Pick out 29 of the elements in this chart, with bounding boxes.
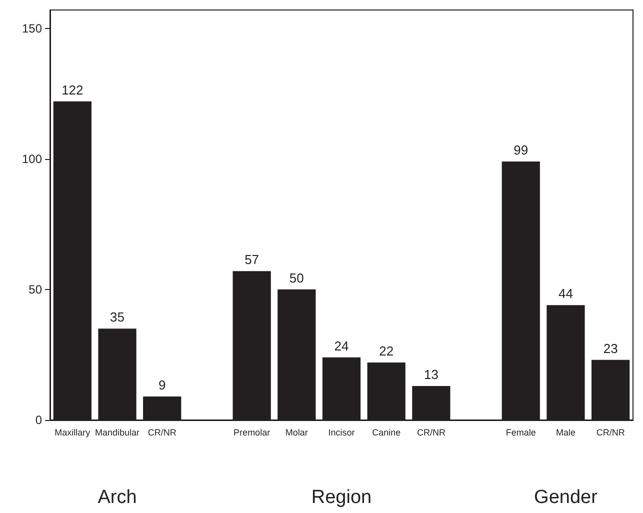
text: Gender (534, 487, 598, 508)
data-label: 24 (334, 338, 349, 354)
text: Arch (98, 487, 137, 508)
x-tick-label: CR/NR (596, 428, 626, 438)
data-label: 22 (379, 344, 394, 359)
x-tick-label: CR/NR (416, 428, 446, 438)
text: Region (311, 487, 372, 508)
x-tick-label: Male (556, 428, 576, 438)
x-tick-label: Incisor (328, 428, 355, 438)
x-tick-label: Female (506, 428, 536, 438)
data-label: 50 (289, 270, 304, 286)
data-label: 13 (424, 367, 438, 382)
x-tick-label: Maxillary (54, 428, 91, 438)
data-label: 57 (244, 252, 260, 268)
x-tick-label: Premolar (234, 428, 270, 438)
data-label: 44 (558, 286, 573, 302)
data-label: 99 (514, 142, 528, 158)
data-label: 23 (603, 340, 618, 356)
y-tick-label: 50 (28, 282, 42, 296)
data-label: 9 (158, 377, 166, 392)
data-label: 35 (110, 310, 125, 325)
x-tick-label: Molar (285, 428, 308, 438)
y-tick-label: 0 (35, 413, 42, 427)
y-tick-label: 100 (22, 152, 42, 166)
x-tick-label: CR/NR (148, 428, 177, 438)
x-tick-label: Mandibular (95, 428, 140, 438)
data-label: 122 (62, 82, 84, 98)
y-tick-label: 150 (22, 21, 42, 36)
x-tick-label: Canine (372, 428, 401, 438)
